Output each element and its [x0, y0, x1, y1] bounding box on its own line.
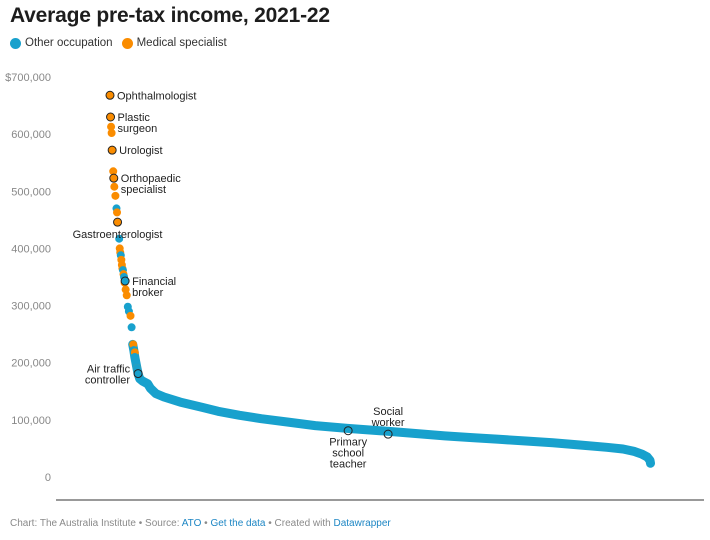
other-occupation-point [467, 433, 476, 442]
annotation-label: Urologist [119, 145, 162, 157]
y-tick-label: 300,000 [11, 301, 51, 313]
legend-item-medical: Medical specialist [121, 37, 227, 49]
y-tick-label: 500,000 [11, 186, 51, 198]
other-occupation-point [494, 435, 503, 444]
medical-specialist-point [107, 122, 116, 131]
highlighted-point [383, 429, 393, 439]
other-occupation-point [619, 445, 627, 453]
annotation-line: controller [85, 375, 131, 387]
annotation-line: Ophthalmologist [117, 90, 197, 102]
annotation-line: Air traffic [87, 364, 131, 376]
other-occupation-point [548, 438, 557, 447]
other-occupation-point [176, 398, 185, 407]
other-occupation-point [521, 437, 530, 445]
annotation-line: Social [373, 406, 403, 418]
highlighted-point [105, 90, 115, 100]
medical-specialist-point [111, 191, 120, 200]
other-occupation-point [575, 441, 584, 449]
annotation-line: Gastroenterologist [73, 229, 163, 241]
other-occupation-point [197, 403, 206, 412]
other-occupation-point [127, 323, 136, 332]
other-occupation-point [121, 277, 130, 285]
other-occupation-point [602, 443, 611, 452]
annotation-label: Primary school teacher [329, 437, 367, 471]
legend: Other occupation Medical specialist [10, 37, 236, 49]
annotation-line: Financial [132, 276, 176, 288]
annotation-line: surgeon [118, 123, 158, 135]
medical-specialist-point [107, 129, 116, 137]
other-occupation-point [646, 459, 655, 468]
annotation-line: teacher [330, 459, 367, 471]
y-tick-label: 0 [45, 472, 51, 484]
footer: Chart: The Australia Institute • Source:… [10, 518, 391, 529]
get-data-link[interactable]: Get the data [210, 518, 266, 529]
highlighted-point [109, 173, 119, 183]
other-occupation-point [397, 428, 406, 437]
annotation-label: Plastic surgeon [118, 112, 158, 135]
other-occupation-point [257, 414, 266, 423]
annotation-label: Financial broker [132, 276, 176, 299]
highlighted-point [133, 369, 143, 379]
other-occupation-point [214, 407, 222, 416]
footer-created-with: • Created with [265, 518, 334, 529]
legend-item-other: Other occupation [10, 37, 113, 49]
source-link[interactable]: ATO [181, 518, 202, 529]
annotation-line: specialist [121, 184, 166, 196]
annotation-line: Plastic [118, 112, 151, 124]
datawrapper-link[interactable]: Datawrapper [333, 518, 391, 529]
annotation-line: Urologist [119, 145, 162, 157]
annotation-label: Gastroenterologist [73, 229, 163, 241]
annotation-label: Air traffic controller [85, 364, 131, 387]
other-occupation-point [115, 234, 124, 243]
highlighted-point [120, 276, 130, 286]
medical-specialist-point [122, 291, 131, 300]
other-occupation-point [376, 426, 384, 435]
y-tick-label: 400,000 [11, 243, 51, 255]
y-tick-label: 600,000 [11, 129, 51, 141]
annotation-label: Ophthalmologist [117, 90, 197, 102]
chart-plot: $700,000 600,000 500,000 400,000 300,000 200,… [5, 72, 704, 501]
other-occupation-point [629, 447, 638, 456]
annotation-label: Orthopaedic specialist [121, 173, 181, 196]
annotation-line: worker [371, 417, 405, 429]
y-tick-label: $700,000 [5, 72, 51, 84]
annotation-label: Social worker [371, 406, 405, 429]
legend-label-other: Other occupation [25, 37, 113, 49]
highlighted-point [343, 426, 353, 436]
annotation-line: broker [132, 287, 164, 299]
y-tick-label: 200,000 [11, 358, 51, 370]
other-occupation-point [284, 418, 293, 427]
medical-specialist-point [113, 208, 122, 217]
legend-label-medical: Medical specialist [136, 37, 227, 49]
other-occupation-point [440, 431, 449, 440]
medical-specialist-point [109, 167, 118, 176]
chart-title: Average pre-tax income, 2021-22 [10, 4, 330, 27]
highlighted-point [113, 217, 123, 227]
legend-swatch-other [10, 37, 21, 49]
other-occupation-curve [128, 339, 655, 468]
other-occupation-point [419, 430, 428, 439]
other-occupation-point [343, 424, 352, 433]
other-occupation-point [235, 411, 244, 420]
footer-sep: • [201, 518, 211, 529]
highlighted-point [107, 145, 117, 155]
annotation-line: Primary [329, 437, 367, 449]
other-occupation-point [160, 393, 168, 401]
highlighted-point [106, 112, 116, 122]
other-occupation-point [151, 389, 160, 398]
annotation-line: Orthopaedic [121, 173, 181, 185]
other-occupation-point [146, 384, 155, 393]
legend-swatch-medical [121, 37, 133, 49]
y-tick-label: 100,000 [11, 415, 51, 427]
footer-credit: Chart: The Australia Institute • Source: [10, 518, 182, 529]
annotation-line: school [332, 448, 364, 460]
medical-specialist-point [110, 182, 119, 191]
other-occupation-point [311, 421, 320, 430]
medical-specialist-point [126, 311, 135, 320]
